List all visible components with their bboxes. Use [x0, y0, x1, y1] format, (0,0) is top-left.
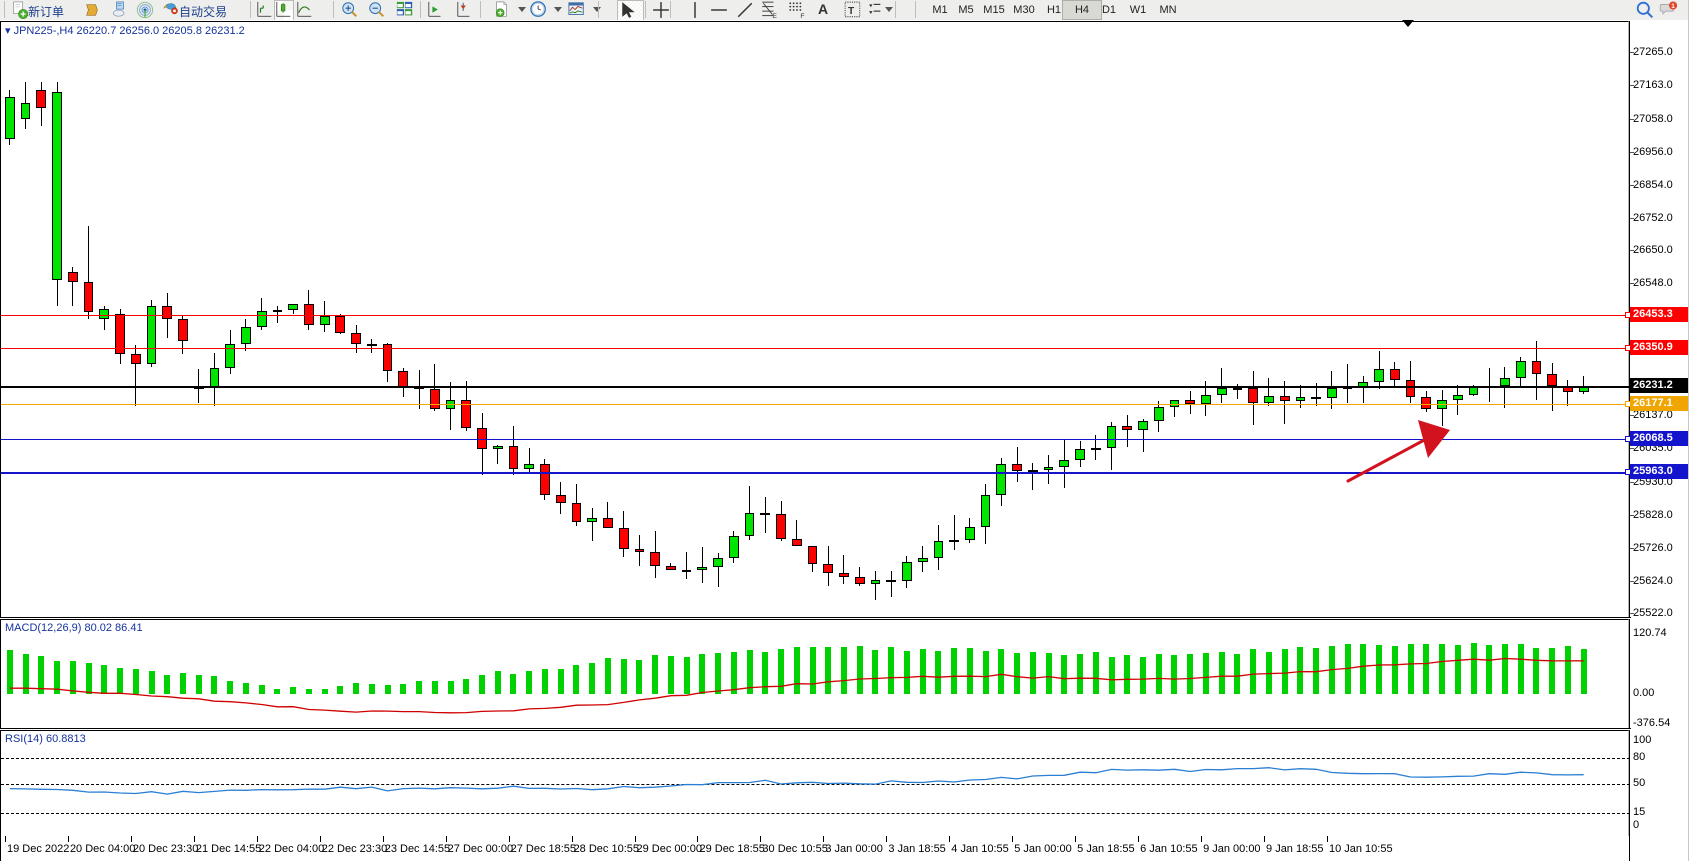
svg-text:F: F: [800, 13, 804, 19]
svg-text:1: 1: [1671, 3, 1675, 10]
svg-text:E: E: [772, 13, 777, 19]
svg-text:T: T: [848, 6, 855, 17]
